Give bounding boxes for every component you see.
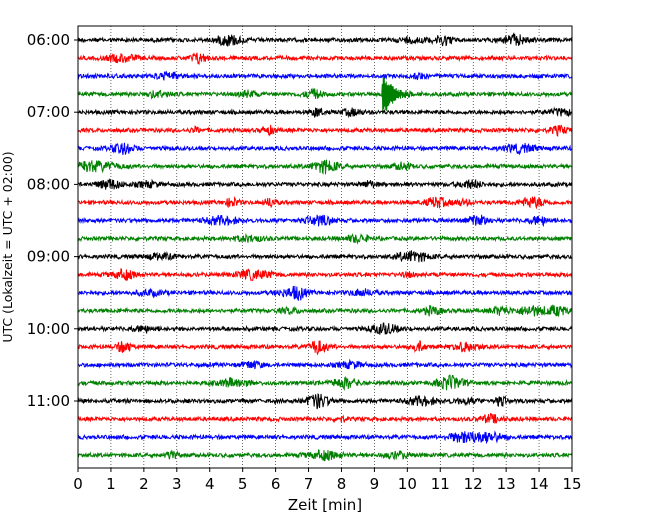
trace-0845 xyxy=(77,232,573,245)
x-tick-label: 2 xyxy=(139,475,149,493)
x-tick-label: 12 xyxy=(464,475,483,493)
x-tick-label: 7 xyxy=(304,475,314,493)
trace-1145 xyxy=(77,449,573,462)
x-tick-label: 11 xyxy=(431,475,450,493)
x-tick-label: 5 xyxy=(238,475,248,493)
x-tick-label: 15 xyxy=(562,475,581,493)
x-tick-label: 10 xyxy=(398,475,417,493)
trace-group xyxy=(77,32,573,462)
x-tick-label: 8 xyxy=(337,475,347,493)
x-tick-label: 6 xyxy=(271,475,281,493)
x-axis-ticks: 0 1 2 3 4 5 6 7 8 9 10 11 12 13 14 15 xyxy=(73,468,582,493)
trace-0915 xyxy=(77,268,573,282)
x-tick-label: 1 xyxy=(106,475,116,493)
x-tick-label: 13 xyxy=(497,475,516,493)
plot-frame xyxy=(77,25,573,469)
trace-0945 xyxy=(77,304,573,318)
y-tick-label: 07:00 xyxy=(27,103,70,121)
y-tick-label: 06:00 xyxy=(27,31,70,49)
y-tick-label: 10:00 xyxy=(27,320,70,338)
x-tick-label: 3 xyxy=(172,475,182,493)
trace-0815 xyxy=(77,195,573,210)
trace-0630 xyxy=(77,70,573,81)
trace-0745 xyxy=(77,159,573,175)
y-tick-label: 09:00 xyxy=(27,248,70,266)
trace-1045 xyxy=(77,374,573,392)
y-axis-label: UTC (Lokalzeit = UTC + 02:00) xyxy=(0,151,15,342)
trace-0715 xyxy=(77,124,573,138)
x-axis-label: Zeit [min] xyxy=(288,496,362,514)
y-tick-label: 11:00 xyxy=(27,392,70,410)
trace-1015 xyxy=(77,340,573,356)
trace-0800 xyxy=(77,177,573,190)
trace-0730 xyxy=(77,142,573,156)
trace-1100 xyxy=(77,393,573,410)
trace-0900 xyxy=(77,250,573,263)
trace-0830 xyxy=(77,214,573,228)
trace-1000 xyxy=(77,322,573,335)
x-tick-label: 0 xyxy=(73,475,83,493)
x-tick-label: 14 xyxy=(530,475,549,493)
trace-0615 xyxy=(77,52,573,66)
trace-1115 xyxy=(77,412,573,424)
plot-background xyxy=(78,26,572,468)
trace-0700 xyxy=(77,106,573,119)
trace-0930 xyxy=(77,285,573,301)
y-axis-ticks: 06:00 07:00 08:00 09:00 10:00 11:00 xyxy=(27,31,78,410)
x-tick-label: 9 xyxy=(370,475,380,493)
x-tick-label: 4 xyxy=(205,475,215,493)
trace-1030 xyxy=(77,358,573,370)
trace-0600 xyxy=(77,32,573,47)
trace-1130 xyxy=(77,430,573,444)
trace-0645 xyxy=(77,76,573,115)
y-tick-label: 08:00 xyxy=(27,175,70,193)
